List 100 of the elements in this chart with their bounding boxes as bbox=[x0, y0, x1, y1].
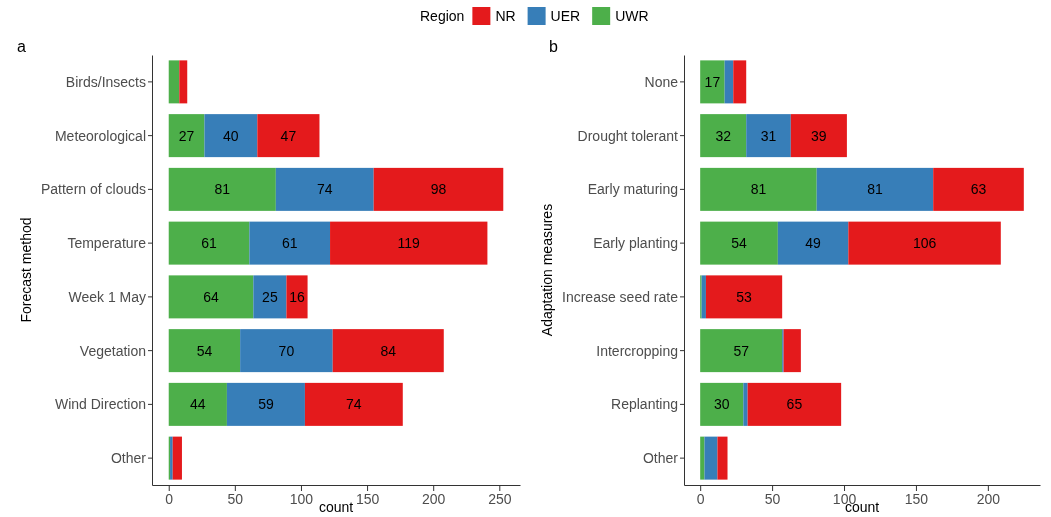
bar bbox=[700, 221, 778, 265]
bar bbox=[733, 60, 747, 104]
bar bbox=[275, 167, 374, 211]
data-label: 74 bbox=[316, 181, 333, 198]
legend-label: UWR bbox=[615, 8, 649, 24]
data-label: 74 bbox=[346, 396, 362, 413]
x-axis-title: count bbox=[318, 499, 354, 515]
bar bbox=[168, 275, 254, 319]
data-label: 16 bbox=[289, 288, 305, 305]
bar bbox=[240, 329, 333, 373]
legend-label: NR bbox=[495, 8, 516, 24]
data-label: 54 bbox=[731, 235, 748, 252]
bar bbox=[700, 114, 747, 158]
data-label: 44 bbox=[190, 396, 206, 413]
bar bbox=[724, 60, 734, 104]
bar bbox=[226, 382, 305, 426]
data-label: 47 bbox=[280, 127, 297, 144]
bar bbox=[257, 114, 320, 158]
bar bbox=[933, 167, 1024, 211]
x-tick-label: 150 bbox=[904, 490, 929, 507]
y-tick-label: Early planting bbox=[593, 235, 678, 252]
bar bbox=[790, 114, 847, 158]
bar bbox=[717, 436, 728, 480]
data-label: 98 bbox=[430, 181, 447, 198]
x-tick-label: 50 bbox=[764, 490, 781, 507]
bar bbox=[168, 382, 227, 426]
bar bbox=[700, 382, 744, 426]
data-label: 63 bbox=[970, 181, 987, 198]
bar bbox=[253, 275, 287, 319]
x-tick-label: 50 bbox=[227, 490, 244, 507]
data-label: 49 bbox=[805, 235, 822, 252]
bar bbox=[783, 329, 801, 373]
data-label: 32 bbox=[715, 127, 732, 144]
bar bbox=[330, 221, 488, 265]
data-label: 81 bbox=[214, 181, 231, 198]
y-tick-label: Drought tolerant bbox=[577, 127, 679, 144]
y-tick-label: Temperature bbox=[67, 235, 147, 252]
y-tick-label: Week 1 May bbox=[68, 288, 146, 305]
text: a bbox=[17, 38, 26, 55]
bar bbox=[747, 382, 842, 426]
bar bbox=[204, 114, 258, 158]
x-tick-label: 0 bbox=[165, 490, 174, 507]
bar bbox=[168, 329, 241, 373]
data-label: 61 bbox=[201, 235, 218, 252]
bar bbox=[168, 114, 205, 158]
bar bbox=[704, 436, 718, 480]
bar bbox=[705, 275, 783, 319]
legend-title: Region bbox=[420, 8, 465, 24]
bar bbox=[700, 436, 705, 480]
bar bbox=[700, 167, 817, 211]
bar bbox=[249, 221, 331, 265]
y-tick-label: Intercropping bbox=[596, 342, 678, 359]
bar bbox=[168, 221, 250, 265]
bar bbox=[304, 382, 403, 426]
bar bbox=[700, 329, 783, 373]
bar bbox=[286, 275, 308, 319]
data-label: 25 bbox=[262, 288, 278, 305]
bar bbox=[168, 60, 180, 104]
x-tick-label: 150 bbox=[355, 490, 380, 507]
data-label: 81 bbox=[750, 181, 767, 198]
y-axis-title: Adaptation measures bbox=[539, 203, 556, 337]
data-label: 27 bbox=[178, 127, 195, 144]
bar bbox=[816, 167, 934, 211]
x-tick-label: 0 bbox=[696, 490, 705, 507]
x-tick-label: 100 bbox=[289, 490, 314, 507]
bar bbox=[332, 329, 444, 373]
data-label: 17 bbox=[704, 73, 721, 90]
y-tick-label: Meteorological bbox=[54, 127, 146, 144]
data-label: 119 bbox=[397, 235, 421, 252]
bar bbox=[700, 60, 725, 104]
y-axis-title: Forecast method bbox=[17, 217, 34, 323]
y-tick-label: Other bbox=[110, 450, 147, 467]
y-tick-label: Increase seed rate bbox=[562, 288, 679, 305]
y-tick-label: Wind Direction bbox=[54, 396, 146, 413]
y-tick-label: Birds/Insects bbox=[65, 73, 146, 90]
data-label: 53 bbox=[736, 288, 753, 305]
y-tick-label: Replanting bbox=[611, 396, 678, 413]
x-tick-label: 250 bbox=[488, 490, 512, 507]
data-label: 81 bbox=[867, 181, 883, 198]
x-tick-label: 200 bbox=[422, 490, 446, 507]
data-label: 31 bbox=[760, 127, 777, 144]
y-tick-label: Vegetation bbox=[79, 342, 146, 359]
bar bbox=[777, 221, 849, 265]
data-label: 57 bbox=[733, 342, 750, 359]
data-label: 70 bbox=[278, 342, 295, 359]
data-label: 40 bbox=[223, 127, 239, 144]
bar bbox=[701, 275, 706, 319]
y-tick-label: Early maturing bbox=[587, 181, 678, 198]
bar bbox=[373, 167, 504, 211]
data-label: 54 bbox=[196, 342, 213, 359]
y-tick-label: Pattern of clouds bbox=[40, 181, 146, 198]
data-label: 84 bbox=[380, 342, 397, 359]
data-label: 39 bbox=[811, 127, 827, 144]
bar bbox=[172, 436, 182, 480]
data-label: 30 bbox=[713, 396, 730, 413]
bar bbox=[743, 382, 748, 426]
bar bbox=[168, 167, 276, 211]
legend-label: UER bbox=[550, 8, 581, 24]
bar bbox=[179, 60, 188, 104]
data-label: 59 bbox=[258, 396, 274, 413]
